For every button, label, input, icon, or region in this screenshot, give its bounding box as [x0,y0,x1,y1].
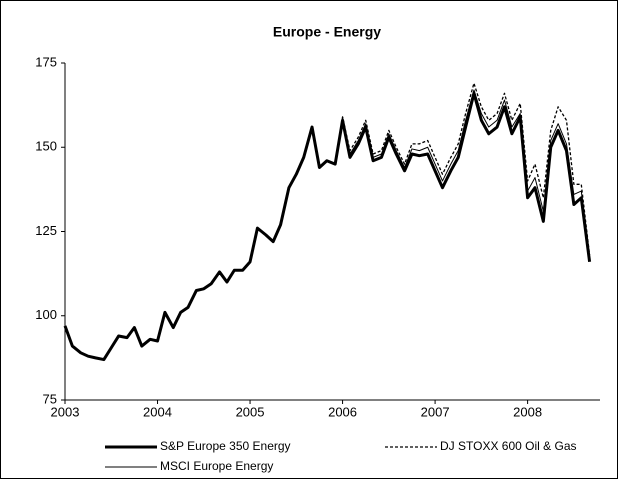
legend-label: DJ STOXX 600 Oil & Gas [440,439,577,453]
y-tick-label: 150 [35,139,57,154]
y-tick-label: 100 [35,307,57,322]
x-tick-label: 2006 [328,404,357,419]
x-tick-label: 2003 [51,404,80,419]
y-tick-label: 75 [43,391,57,406]
y-tick-label: 125 [35,223,57,238]
chart-title: Europe - Energy [273,24,381,40]
legend-label: MSCI Europe Energy [160,459,273,473]
x-tick-label: 2005 [236,404,265,419]
legend-label: S&P Europe 350 Energy [160,439,291,453]
series-line [63,91,592,362]
x-tick-label: 2007 [421,404,450,419]
x-tick-label: 2008 [513,404,542,419]
y-tick-label: 175 [35,54,57,69]
x-tick-label: 2004 [143,404,172,419]
